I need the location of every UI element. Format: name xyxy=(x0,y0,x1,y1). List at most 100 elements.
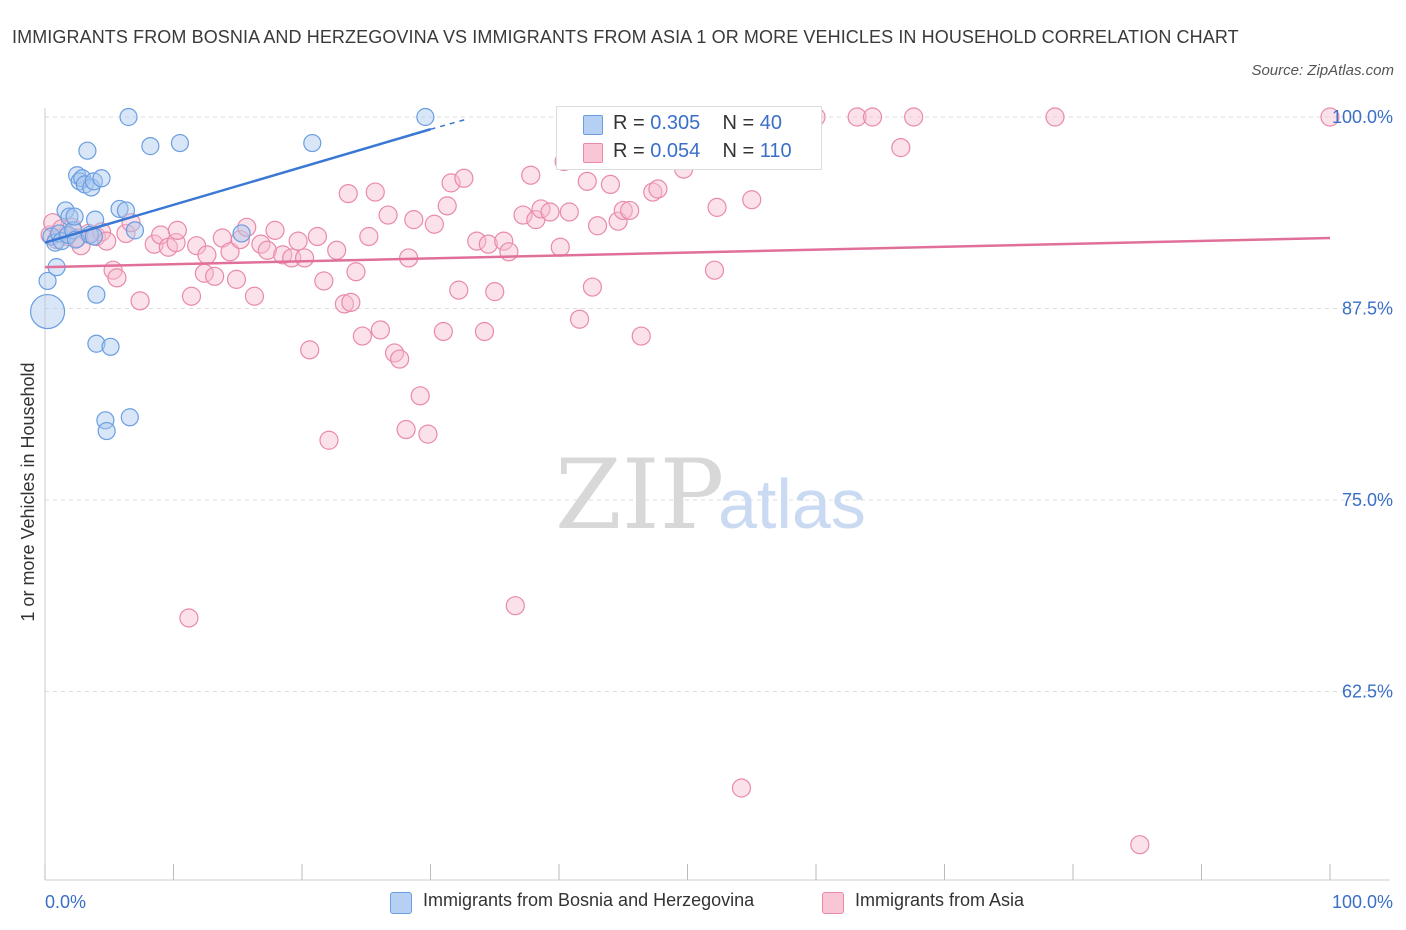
bosnia-point xyxy=(141,137,160,156)
bosnia-point xyxy=(78,141,97,160)
asia-point xyxy=(613,200,633,221)
bosnia-point xyxy=(60,207,79,226)
r-label: R = xyxy=(613,140,645,162)
asia-point xyxy=(600,174,621,195)
tick-labels: 62.5% 75.0% 87.5% 100.0% 0.0% 100.0% xyxy=(45,107,1393,912)
source-label: Source: ZipAtlas.com xyxy=(1251,62,1394,79)
asia-point xyxy=(540,202,560,222)
asia-point xyxy=(513,205,533,225)
y-tick-label: 87.5% xyxy=(1342,299,1393,319)
n-label: N = xyxy=(722,112,755,134)
asia-point xyxy=(288,231,308,251)
watermark-zip: ZIP xyxy=(555,439,724,551)
asia-point xyxy=(327,240,347,260)
y-tick-label: 62.5% xyxy=(1342,682,1393,702)
x-tick-label: 100.0% xyxy=(1332,892,1393,912)
asia-point xyxy=(205,266,225,286)
bosnia-point xyxy=(110,199,129,219)
bosnia-point xyxy=(92,169,111,188)
asia-point xyxy=(167,220,187,240)
asia-point xyxy=(314,271,334,291)
asia-point xyxy=(410,386,430,406)
r-label: R = xyxy=(613,112,645,134)
asia-point xyxy=(197,245,217,265)
r-value-asia: 0.054 xyxy=(650,140,701,162)
bosnia-point xyxy=(119,107,138,127)
bosnia-point xyxy=(232,224,251,243)
bosnia-point xyxy=(120,408,139,427)
chart-title: IMMIGRANTS FROM BOSNIA AND HERZEGOVINA V… xyxy=(12,27,1239,47)
bosnia-trendline-extension xyxy=(430,117,470,130)
asia-point xyxy=(396,419,416,440)
asia-point xyxy=(582,277,603,297)
n-label: N = xyxy=(722,140,755,162)
asia-point xyxy=(220,242,240,262)
bosnia-trendline xyxy=(44,128,431,244)
asia-point xyxy=(341,292,361,312)
bosnia-point xyxy=(101,337,120,356)
asia-point xyxy=(454,168,474,188)
asia-point xyxy=(550,237,570,257)
watermark-atlas: atlas xyxy=(718,465,866,543)
y-tick-label: 75.0% xyxy=(1342,490,1393,510)
asia-point xyxy=(179,608,199,628)
asia-point xyxy=(474,321,495,342)
asia-points xyxy=(40,107,1340,855)
asia-point xyxy=(1130,835,1150,855)
bosnia-point xyxy=(70,172,89,191)
asia-point xyxy=(390,349,410,369)
bosnia-point xyxy=(38,271,57,291)
asia-point xyxy=(891,138,911,158)
asia-point xyxy=(384,343,405,363)
asia-point xyxy=(1045,107,1065,127)
asia-point xyxy=(467,231,487,251)
asia-point xyxy=(521,165,541,185)
bosnia-point xyxy=(97,421,116,441)
asia-point xyxy=(742,190,762,210)
asia-point xyxy=(577,171,597,191)
asia-point xyxy=(449,280,469,300)
asia-point xyxy=(352,326,372,346)
asia-point xyxy=(166,233,186,253)
bosnia-point xyxy=(65,207,84,226)
asia-point xyxy=(404,210,424,230)
asia-point xyxy=(181,286,202,306)
asia-point xyxy=(265,220,285,240)
watermark: ZIP atlas xyxy=(555,439,866,551)
asia-point xyxy=(441,173,461,193)
asia-point xyxy=(244,286,265,306)
n-value-asia: 110 xyxy=(759,140,792,162)
asia-point xyxy=(300,340,320,360)
asia-trendline xyxy=(44,236,1331,269)
bosnia-point xyxy=(303,133,322,153)
asia-point xyxy=(226,269,247,289)
legend-label-asia: Immigrants from Asia xyxy=(855,890,1025,910)
asia-point xyxy=(365,182,385,202)
asia-point xyxy=(499,242,519,262)
asia-point xyxy=(862,107,883,127)
asia-point xyxy=(107,268,127,288)
r-value-bosnia: 0.305 xyxy=(650,112,701,134)
asia-point xyxy=(338,184,358,204)
asia-point xyxy=(731,778,752,798)
asia-legend-swatch xyxy=(822,892,844,914)
asia-point xyxy=(130,291,150,311)
asia-point xyxy=(370,320,390,340)
asia-point xyxy=(433,321,453,342)
bosnia-point xyxy=(170,133,190,153)
asia-point xyxy=(643,182,663,202)
asia-point xyxy=(418,424,438,444)
asia-point xyxy=(704,260,725,280)
asia-point xyxy=(559,202,579,222)
asia-point xyxy=(505,596,525,616)
asia-point xyxy=(904,107,924,127)
asia-point xyxy=(294,248,315,268)
asia-point xyxy=(648,179,668,199)
asia-point xyxy=(620,200,640,221)
asia-point xyxy=(437,196,457,216)
asia-point xyxy=(569,309,590,329)
asia-point xyxy=(494,231,514,251)
asia-point xyxy=(587,216,608,236)
trend-lines xyxy=(44,117,1331,269)
